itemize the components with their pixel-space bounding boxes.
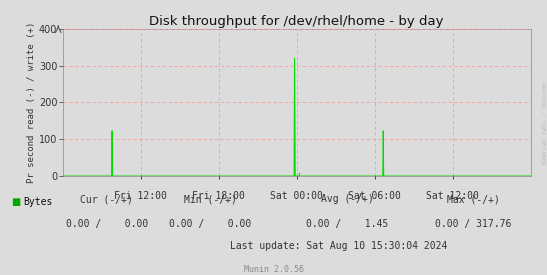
Text: Last update: Sat Aug 10 15:30:04 2024: Last update: Sat Aug 10 15:30:04 2024 (230, 241, 448, 251)
Text: Fri 18:00: Fri 18:00 (193, 191, 245, 201)
Text: Munin 2.0.56: Munin 2.0.56 (243, 265, 304, 274)
Text: 0.00 /    0.00: 0.00 / 0.00 (170, 219, 252, 229)
Text: Max (-/+): Max (-/+) (447, 194, 499, 204)
Text: Bytes: Bytes (23, 197, 53, 207)
Text: 0.00 / 317.76: 0.00 / 317.76 (435, 219, 511, 229)
Text: Cur (-/+): Cur (-/+) (80, 194, 133, 204)
Text: 0.00 /    1.45: 0.00 / 1.45 (306, 219, 388, 229)
Text: Fri 12:00: Fri 12:00 (114, 191, 167, 201)
Text: 0.00 /    0.00: 0.00 / 0.00 (66, 219, 148, 229)
Text: Min (-/+): Min (-/+) (184, 194, 237, 204)
Text: Sat 06:00: Sat 06:00 (348, 191, 401, 201)
Text: Sat 00:00: Sat 00:00 (270, 191, 323, 201)
Text: Sat 12:00: Sat 12:00 (426, 191, 479, 201)
Text: RRDTOOL / TOBI OETIKER: RRDTOOL / TOBI OETIKER (541, 82, 546, 165)
Y-axis label: Pr second read (-) / write (+): Pr second read (-) / write (+) (27, 22, 36, 183)
Title: Disk throughput for /dev/rhel/home - by day: Disk throughput for /dev/rhel/home - by … (149, 15, 444, 28)
Text: ■: ■ (11, 197, 20, 207)
Text: Avg (-/+): Avg (-/+) (321, 194, 374, 204)
